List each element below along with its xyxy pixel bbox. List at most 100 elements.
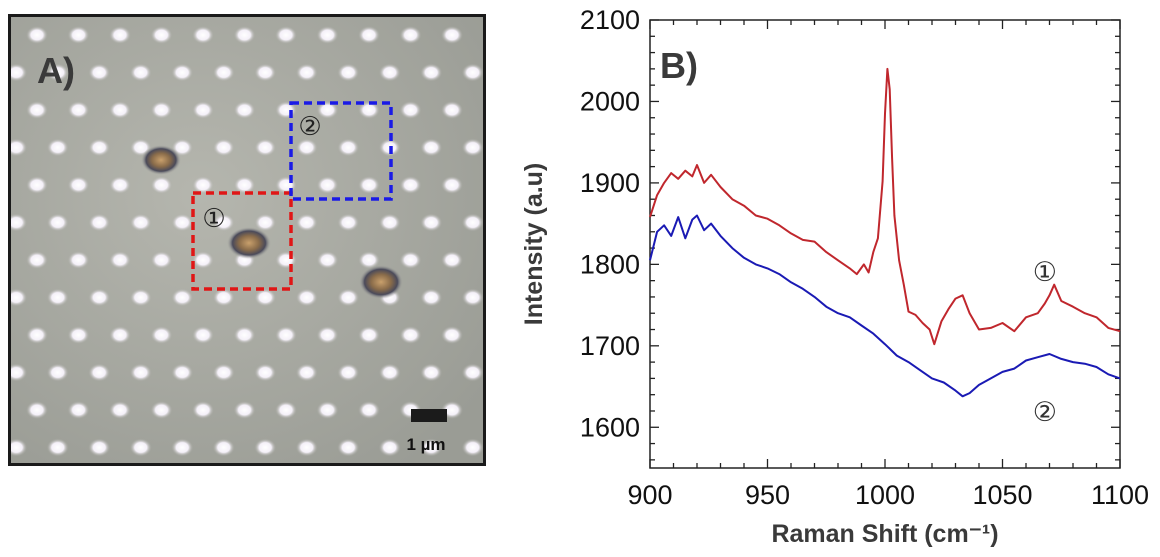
x-tick-label: 1100: [1091, 480, 1149, 510]
nanodot: [212, 288, 235, 307]
nanodot: [378, 438, 401, 457]
nanodot: [109, 251, 131, 269]
region-2-marker: ②: [298, 112, 321, 142]
nanodot: [212, 438, 235, 457]
nanodot: [295, 288, 318, 307]
nanodot: [358, 251, 380, 269]
nanodot: [11, 138, 28, 157]
nanodot: [67, 326, 90, 344]
nanodot: [254, 438, 277, 457]
nanodot: [254, 63, 277, 82]
nanodot: [212, 363, 235, 382]
nanodot: [316, 251, 339, 269]
nanodot: [275, 26, 297, 44]
nanodot: [88, 363, 111, 382]
nanodot: [171, 288, 194, 307]
nanodot: [109, 326, 131, 344]
nanodot: [399, 176, 422, 194]
nanodot: [26, 251, 48, 269]
x-tick-label: 1050: [972, 480, 1032, 510]
nanodot: [26, 176, 48, 194]
nanodot: [441, 251, 463, 269]
microscope-image-panel: ① ② A) 1 µm: [8, 14, 486, 466]
nanodot: [26, 326, 48, 344]
y-axis-label: Intensity (a.u): [520, 163, 548, 326]
series-marker-2: ②: [1033, 397, 1057, 428]
region-1-box: [191, 191, 293, 291]
nanodot: [295, 138, 318, 157]
nanodot: [358, 326, 380, 344]
nanodot: [129, 213, 152, 232]
nanodot: [275, 326, 297, 344]
nanodot: [212, 63, 235, 82]
nanodot: [316, 101, 339, 119]
x-axis-label: Raman Shift (cm⁻¹): [771, 520, 998, 548]
panel-b-label: B): [660, 45, 698, 86]
x-tick-label: 950: [745, 480, 790, 510]
nanodot: [420, 288, 443, 307]
nanodot: [295, 363, 318, 382]
nanodot: [316, 326, 339, 344]
nanodot: [26, 101, 48, 119]
nanodot: [461, 363, 483, 382]
nanodot: [316, 176, 339, 194]
nanodot: [192, 251, 214, 269]
nanodot: [171, 213, 194, 232]
nanodot: [441, 26, 463, 44]
nanodot: [26, 26, 48, 44]
nanodot: [275, 401, 297, 419]
nanodot: [254, 138, 277, 157]
nanodot: [316, 401, 339, 419]
nanodot: [88, 63, 111, 82]
particle: [227, 227, 271, 259]
nanodot: [461, 138, 483, 157]
nanodot: [233, 26, 256, 44]
nanodot: [67, 26, 90, 44]
nanodot: [26, 401, 48, 419]
nanodot: [461, 63, 483, 82]
region-2-box: [289, 101, 393, 201]
nanodot: [67, 101, 90, 119]
raman-spectrum-panel: 900 950 1000 1050 1100 1600 1700 1800 1900 2000 21…: [520, 0, 1160, 552]
nanodot: [378, 63, 401, 82]
nanodot: [212, 213, 235, 232]
nanodot: [358, 401, 380, 419]
nanodot: [11, 438, 28, 457]
nanodot: [358, 101, 380, 119]
nanodot: [461, 288, 483, 307]
x-tick-label: 900: [627, 480, 672, 510]
nanodot-array: [11, 26, 483, 457]
nanodot: [129, 288, 152, 307]
nanodot: [109, 26, 131, 44]
nanodot: [254, 288, 277, 307]
nanodot: [420, 63, 443, 82]
y-tick-label: 1700: [580, 331, 640, 361]
nanodot: [11, 213, 28, 232]
nanodot: [254, 363, 277, 382]
nanodot: [11, 63, 28, 82]
nanodot: [88, 138, 111, 157]
panel-a-label: A): [37, 50, 75, 91]
nanodot: [316, 26, 339, 44]
nanodot: [150, 101, 173, 119]
nanodot: [192, 326, 214, 344]
nanodot: [441, 176, 463, 194]
particle: [141, 145, 181, 175]
nanodot: [192, 401, 214, 419]
nanodot: [337, 288, 360, 307]
spectrum-markers: ①②: [1033, 257, 1057, 428]
nanodot: [295, 63, 318, 82]
nanodot: [150, 26, 173, 44]
nanodot: [254, 213, 277, 232]
spectrum-line-1: [649, 67, 1121, 346]
y-tick-label: 2000: [580, 86, 640, 116]
nanodot: [46, 288, 69, 307]
nanodot: [150, 251, 173, 269]
nanodot: [441, 101, 463, 119]
x-tick-label: 1000: [855, 480, 915, 510]
nanodot: [378, 363, 401, 382]
axis-ticks: [649, 19, 1121, 468]
nanodot: [67, 176, 90, 194]
nanodot: [233, 101, 256, 119]
nanodot: [129, 438, 152, 457]
